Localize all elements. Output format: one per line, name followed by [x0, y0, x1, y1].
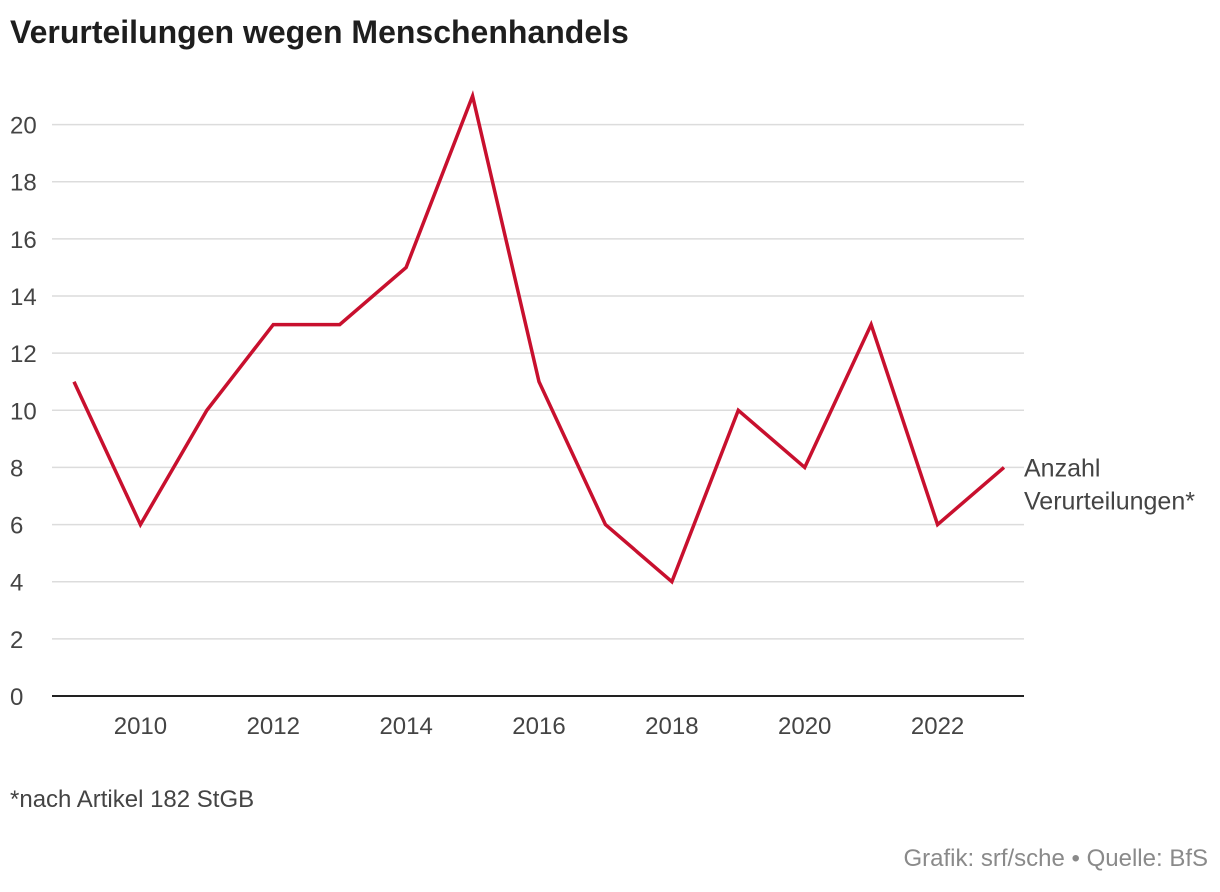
chart-title: Verurteilungen wegen Menschenhandels [10, 14, 629, 50]
source-credits: Grafik: srf/sche • Quelle: BfS [903, 845, 1209, 872]
x-tick-label: 2018 [645, 713, 698, 740]
series-group [72, 90, 1006, 585]
x-tick-label: 2012 [247, 713, 300, 740]
x-tick-label: 2014 [379, 713, 432, 740]
gridlines [52, 123, 1024, 640]
series-labels: Anzahl Verurteilungen* [1024, 454, 1195, 515]
y-tick-label: 8 [10, 455, 23, 482]
x-tick-label: 2016 [512, 713, 565, 740]
x-tick-label: 2010 [114, 713, 167, 740]
y-tick-label: 10 [10, 398, 37, 425]
y-tick-label: 18 [10, 170, 37, 197]
y-tick-label: 12 [10, 341, 37, 368]
y-tick-label: 14 [10, 284, 37, 311]
y-tick-label: 0 [10, 684, 23, 711]
series-label-line: Anzahl [1024, 454, 1100, 482]
y-tick-label: 4 [10, 570, 23, 597]
x-tick-label: 2022 [911, 713, 964, 740]
y-tick-label: 2 [10, 627, 23, 654]
y-tick-label: 20 [10, 113, 37, 140]
y-tick-label: 16 [10, 227, 37, 254]
y-tick-label: 6 [10, 513, 23, 540]
series-line [72, 90, 1006, 585]
x-tick-label: 2020 [778, 713, 831, 740]
footnote: *nach Artikel 182 StGB [10, 786, 255, 813]
series-label-line: Verurteilungen* [1024, 487, 1195, 515]
x-axis-ticks: 2010 2012 2014 2016 2018 2020 2022 [114, 713, 965, 740]
y-axis-ticks: 0 2 4 6 8 10 12 14 16 18 20 [10, 113, 37, 711]
